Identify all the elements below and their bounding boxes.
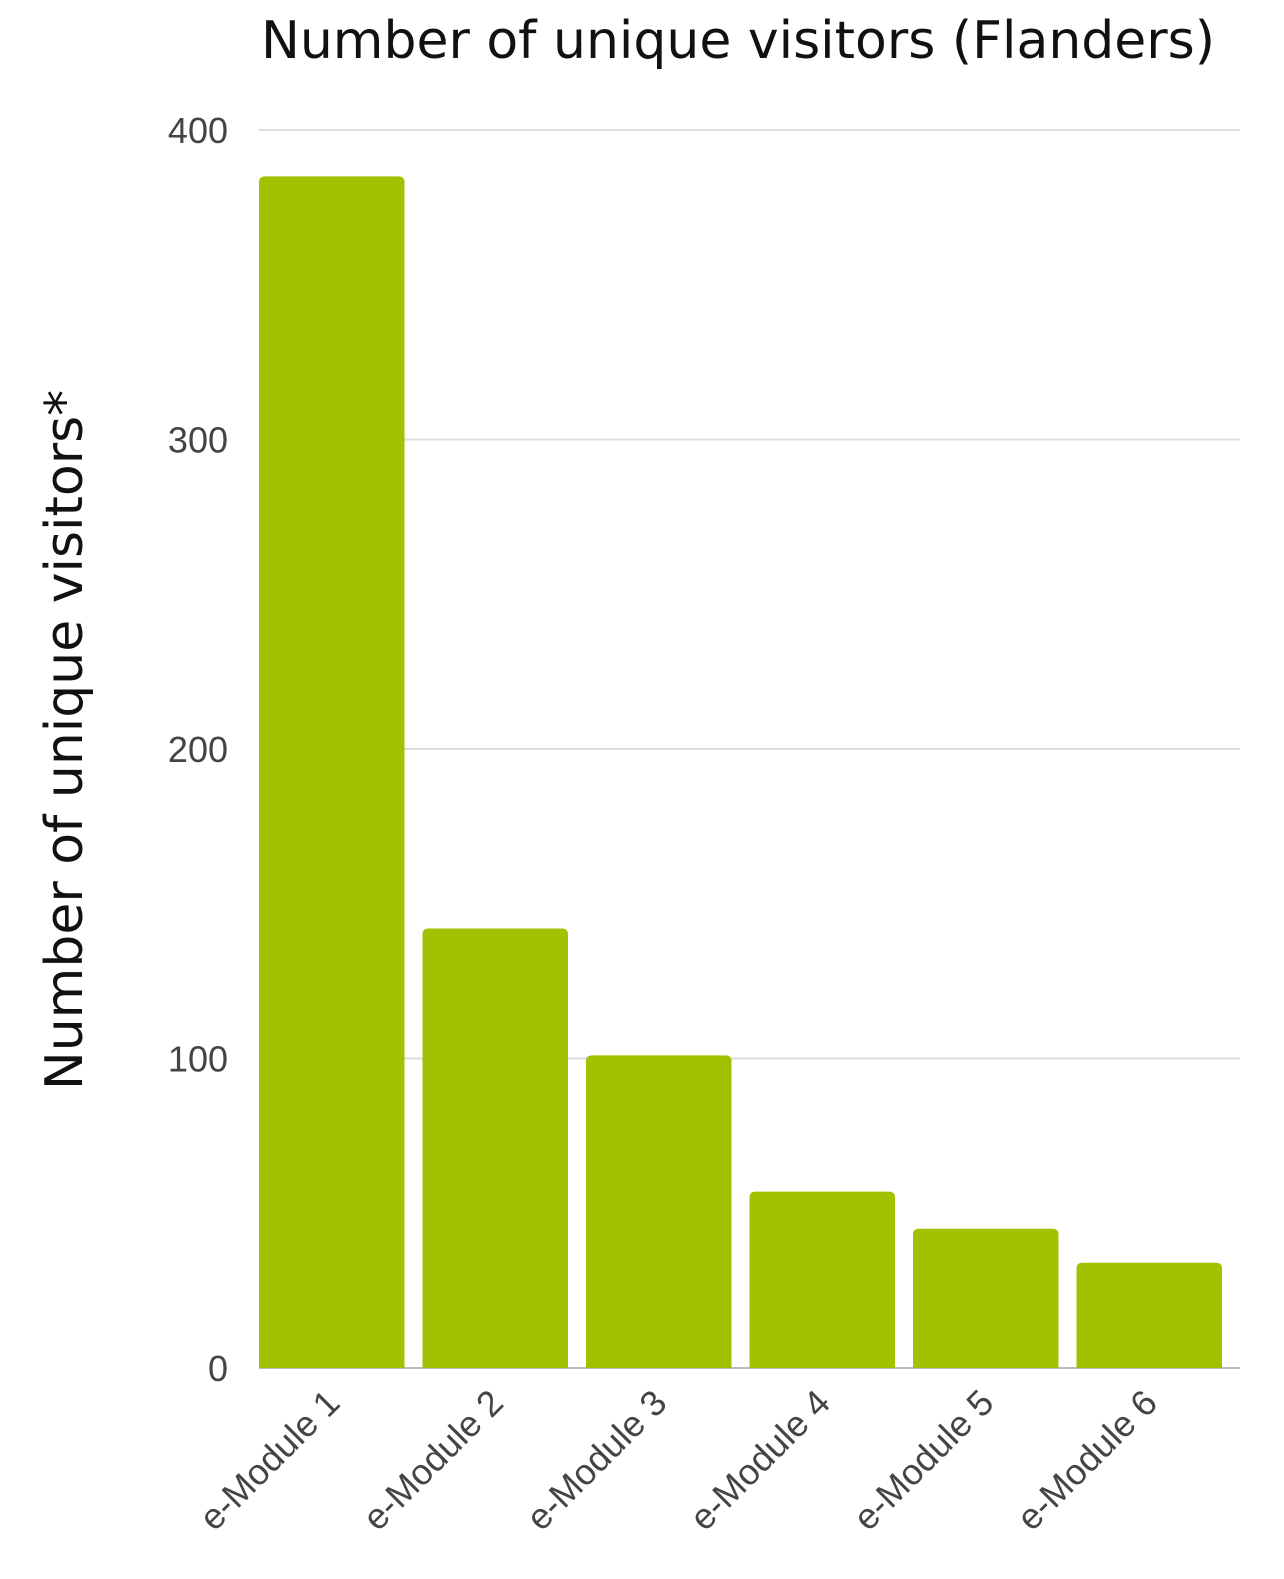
x-tick-label: e-Module 6 xyxy=(1009,1382,1165,1538)
x-tick-label: e-Module 4 xyxy=(682,1382,838,1538)
x-tick-label: e-Module 5 xyxy=(845,1382,1001,1538)
y-axis-label: Number of unique visitors* xyxy=(35,390,95,1090)
x-tick-label: e-Module 1 xyxy=(191,1382,347,1538)
bar xyxy=(913,1228,1059,1368)
y-tick-label: 0 xyxy=(208,1348,228,1389)
y-tick-label: 200 xyxy=(168,729,228,770)
bar xyxy=(1076,1262,1222,1368)
x-axis-ticks: e-Module 1 e-Module 2 e-Module 3 e-Module 4… xyxy=(191,1382,1165,1538)
y-tick-label: 400 xyxy=(168,110,228,151)
chart-title: Number of unique visitors (Flanders) xyxy=(261,11,1215,71)
y-axis-ticks: 0 100 200 300 400 xyxy=(168,110,228,1389)
y-tick-label: 100 xyxy=(168,1039,228,1080)
bar xyxy=(422,928,568,1368)
x-tick-label: e-Module 3 xyxy=(518,1382,674,1538)
gridlines xyxy=(259,129,1240,1369)
bar xyxy=(259,176,405,1368)
bars xyxy=(259,176,1222,1368)
bar xyxy=(749,1191,895,1368)
y-tick-label: 300 xyxy=(168,420,228,461)
bar xyxy=(586,1055,732,1368)
x-tick-label: e-Module 2 xyxy=(355,1382,511,1538)
